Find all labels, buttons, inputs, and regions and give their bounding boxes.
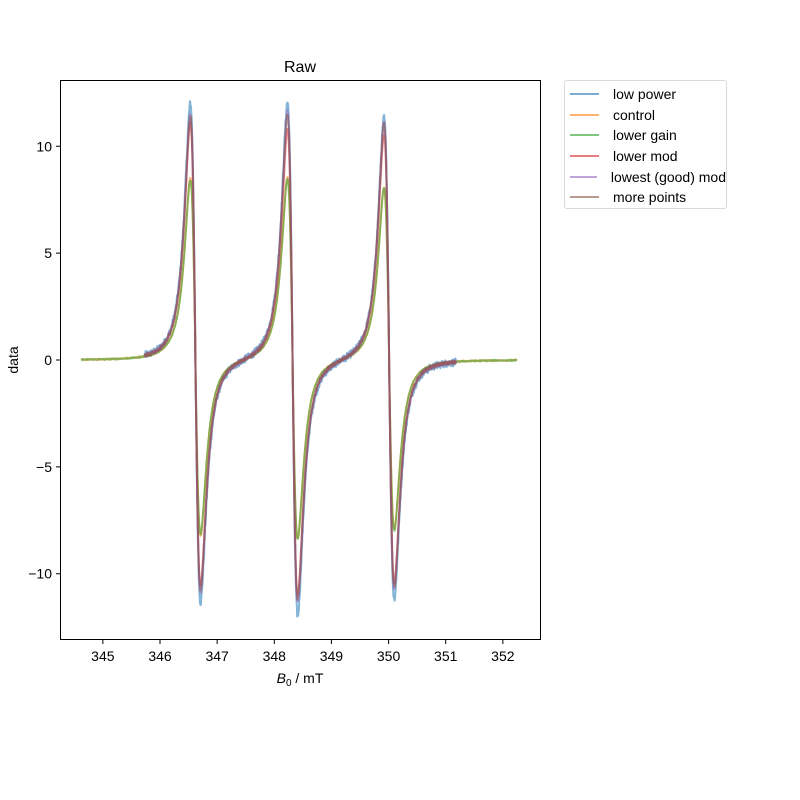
x-tick-label: 345 — [91, 648, 115, 664]
x-tick-label: 346 — [148, 648, 172, 664]
legend-swatch — [570, 175, 597, 178]
legend-swatch — [570, 155, 599, 158]
legend-item: control — [565, 105, 726, 126]
legend-label: control — [613, 106, 656, 123]
series-line-more-points — [143, 113, 457, 601]
legend-item: low power — [565, 84, 726, 105]
legend-label: lower mod — [613, 148, 678, 165]
y-axis: −10 −5 0 5 10 — [28, 138, 60, 582]
legend-item: lower gain — [565, 125, 726, 146]
x-tick-label: 348 — [263, 648, 287, 664]
legend-label: lowest (good) mod — [610, 168, 726, 185]
plot-frame — [60, 80, 541, 640]
legend-item: lower mod — [565, 146, 726, 167]
y-axis-label: data — [5, 346, 21, 373]
x-tick-label: 350 — [377, 648, 401, 664]
y-tick-label: −5 — [36, 459, 52, 475]
x-tick-label: 351 — [434, 648, 458, 664]
legend-item: lowest (good) mod — [565, 166, 726, 187]
legend-label: more points — [613, 189, 687, 206]
legend-swatch — [570, 93, 599, 96]
legend-swatch — [570, 113, 599, 116]
legend-swatch — [570, 134, 599, 137]
legend-label: lower gain — [613, 127, 677, 144]
x-tick-label: 347 — [205, 648, 229, 664]
y-tick-label: 10 — [36, 138, 52, 154]
y-tick-label: 0 — [44, 352, 52, 368]
chart-legend: low power control lower gain lower mod lowes… — [564, 80, 727, 209]
y-tick-label: 5 — [44, 245, 52, 261]
x-axis: 345 346 347 348 349 350 351 352 — [91, 640, 515, 664]
data-traces — [80, 100, 518, 618]
y-tick-label: −10 — [28, 566, 52, 582]
chart-title: Raw — [284, 59, 316, 76]
legend-item: more points — [565, 187, 726, 208]
x-tick-label: 352 — [491, 648, 515, 664]
x-tick-label: 349 — [320, 648, 344, 664]
x-axis-label: B0 / mT — [277, 670, 324, 689]
legend-label: low power — [613, 86, 677, 103]
legend-swatch — [570, 196, 599, 199]
